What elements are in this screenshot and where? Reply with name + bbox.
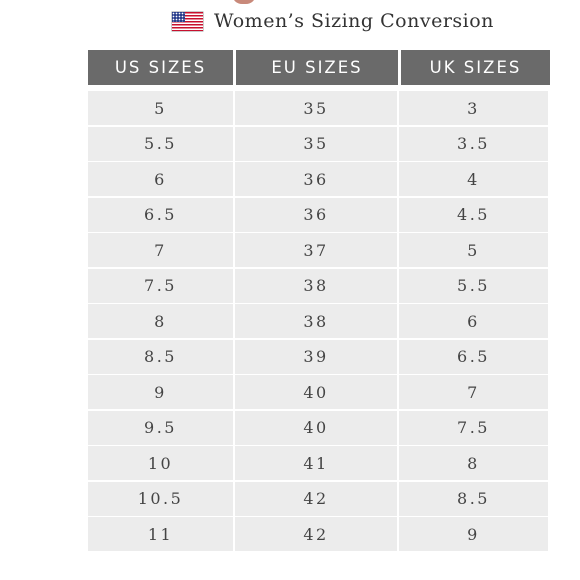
- uk-size-cell: 5: [399, 233, 548, 267]
- table-row: 9 40 7: [88, 375, 550, 409]
- us-size-cell: 10: [88, 446, 233, 480]
- eu-size-cell: 39: [235, 339, 397, 374]
- table-row: 8 38 6: [88, 304, 550, 338]
- us-size-cell: 6.5: [88, 197, 233, 232]
- us-size-cell: 8: [88, 304, 233, 338]
- header-us-sizes: US SIZES: [88, 50, 233, 85]
- flag-canton: [172, 11, 185, 22]
- eu-size-cell: 37: [235, 233, 397, 267]
- uk-size-cell: 7.5: [399, 410, 548, 445]
- table-header-row: US SIZES EU SIZES UK SIZES: [88, 50, 550, 85]
- table-row: 8.5 39 6.5: [88, 339, 550, 374]
- us-size-cell: 5.5: [88, 126, 233, 161]
- table-row: 10.5 42 8.5: [88, 481, 550, 516]
- table-row: 10 41 8: [88, 446, 550, 480]
- table-row: 5 35 3: [88, 91, 550, 125]
- table-row: 7.5 38 5.5: [88, 268, 550, 303]
- eu-size-cell: 35: [235, 91, 397, 125]
- decorative-graphic: [232, 0, 256, 4]
- table-row: 6 36 4: [88, 162, 550, 196]
- uk-size-cell: 4: [399, 162, 548, 196]
- eu-size-cell: 38: [235, 304, 397, 338]
- table-row: 9.5 40 7.5: [88, 410, 550, 445]
- eu-size-cell: 36: [235, 162, 397, 196]
- uk-size-cell: 6: [399, 304, 548, 338]
- us-size-cell: 10.5: [88, 481, 233, 516]
- uk-size-cell: 5.5: [399, 268, 548, 303]
- uk-size-cell: 3: [399, 91, 548, 125]
- eu-size-cell: 42: [235, 517, 397, 551]
- page-title: Women’s Sizing Conversion: [214, 10, 494, 32]
- uk-size-cell: 3.5: [399, 126, 548, 161]
- uk-size-cell: 7: [399, 375, 548, 409]
- table-row: 7 37 5: [88, 233, 550, 267]
- header-uk-sizes: UK SIZES: [401, 50, 550, 85]
- us-size-cell: 6: [88, 162, 233, 196]
- size-conversion-table: US SIZES EU SIZES UK SIZES 5 35 3 5.5 35 3.5 6…: [88, 50, 550, 553]
- us-size-cell: 11: [88, 517, 233, 551]
- eu-size-cell: 42: [235, 481, 397, 516]
- title-row: Women’s Sizing Conversion: [172, 8, 494, 34]
- uk-size-cell: 4.5: [399, 197, 548, 232]
- uk-size-cell: 8: [399, 446, 548, 480]
- us-size-cell: 8.5: [88, 339, 233, 374]
- us-size-cell: 7.5: [88, 268, 233, 303]
- eu-size-cell: 41: [235, 446, 397, 480]
- eu-size-cell: 40: [235, 375, 397, 409]
- uk-size-cell: 6.5: [399, 339, 548, 374]
- uk-size-cell: 9: [399, 517, 548, 551]
- eu-size-cell: 36: [235, 197, 397, 232]
- table-row: 11 42 9: [88, 517, 550, 551]
- us-size-cell: 9.5: [88, 410, 233, 445]
- eu-size-cell: 38: [235, 268, 397, 303]
- table-row: 5.5 35 3.5: [88, 126, 550, 161]
- table-row: 6.5 36 4.5: [88, 197, 550, 232]
- header-eu-sizes: EU SIZES: [236, 50, 398, 85]
- eu-size-cell: 40: [235, 410, 397, 445]
- us-size-cell: 7: [88, 233, 233, 267]
- table-body: 5 35 3 5.5 35 3.5 6 36 4 6.5 36 4.5 7 37 5 7.5 38 5.5 8 38 6…: [88, 91, 550, 553]
- us-size-cell: 5: [88, 91, 233, 125]
- eu-size-cell: 35: [235, 126, 397, 161]
- uk-size-cell: 8.5: [399, 481, 548, 516]
- us-size-cell: 9: [88, 375, 233, 409]
- us-flag-icon: [172, 11, 203, 31]
